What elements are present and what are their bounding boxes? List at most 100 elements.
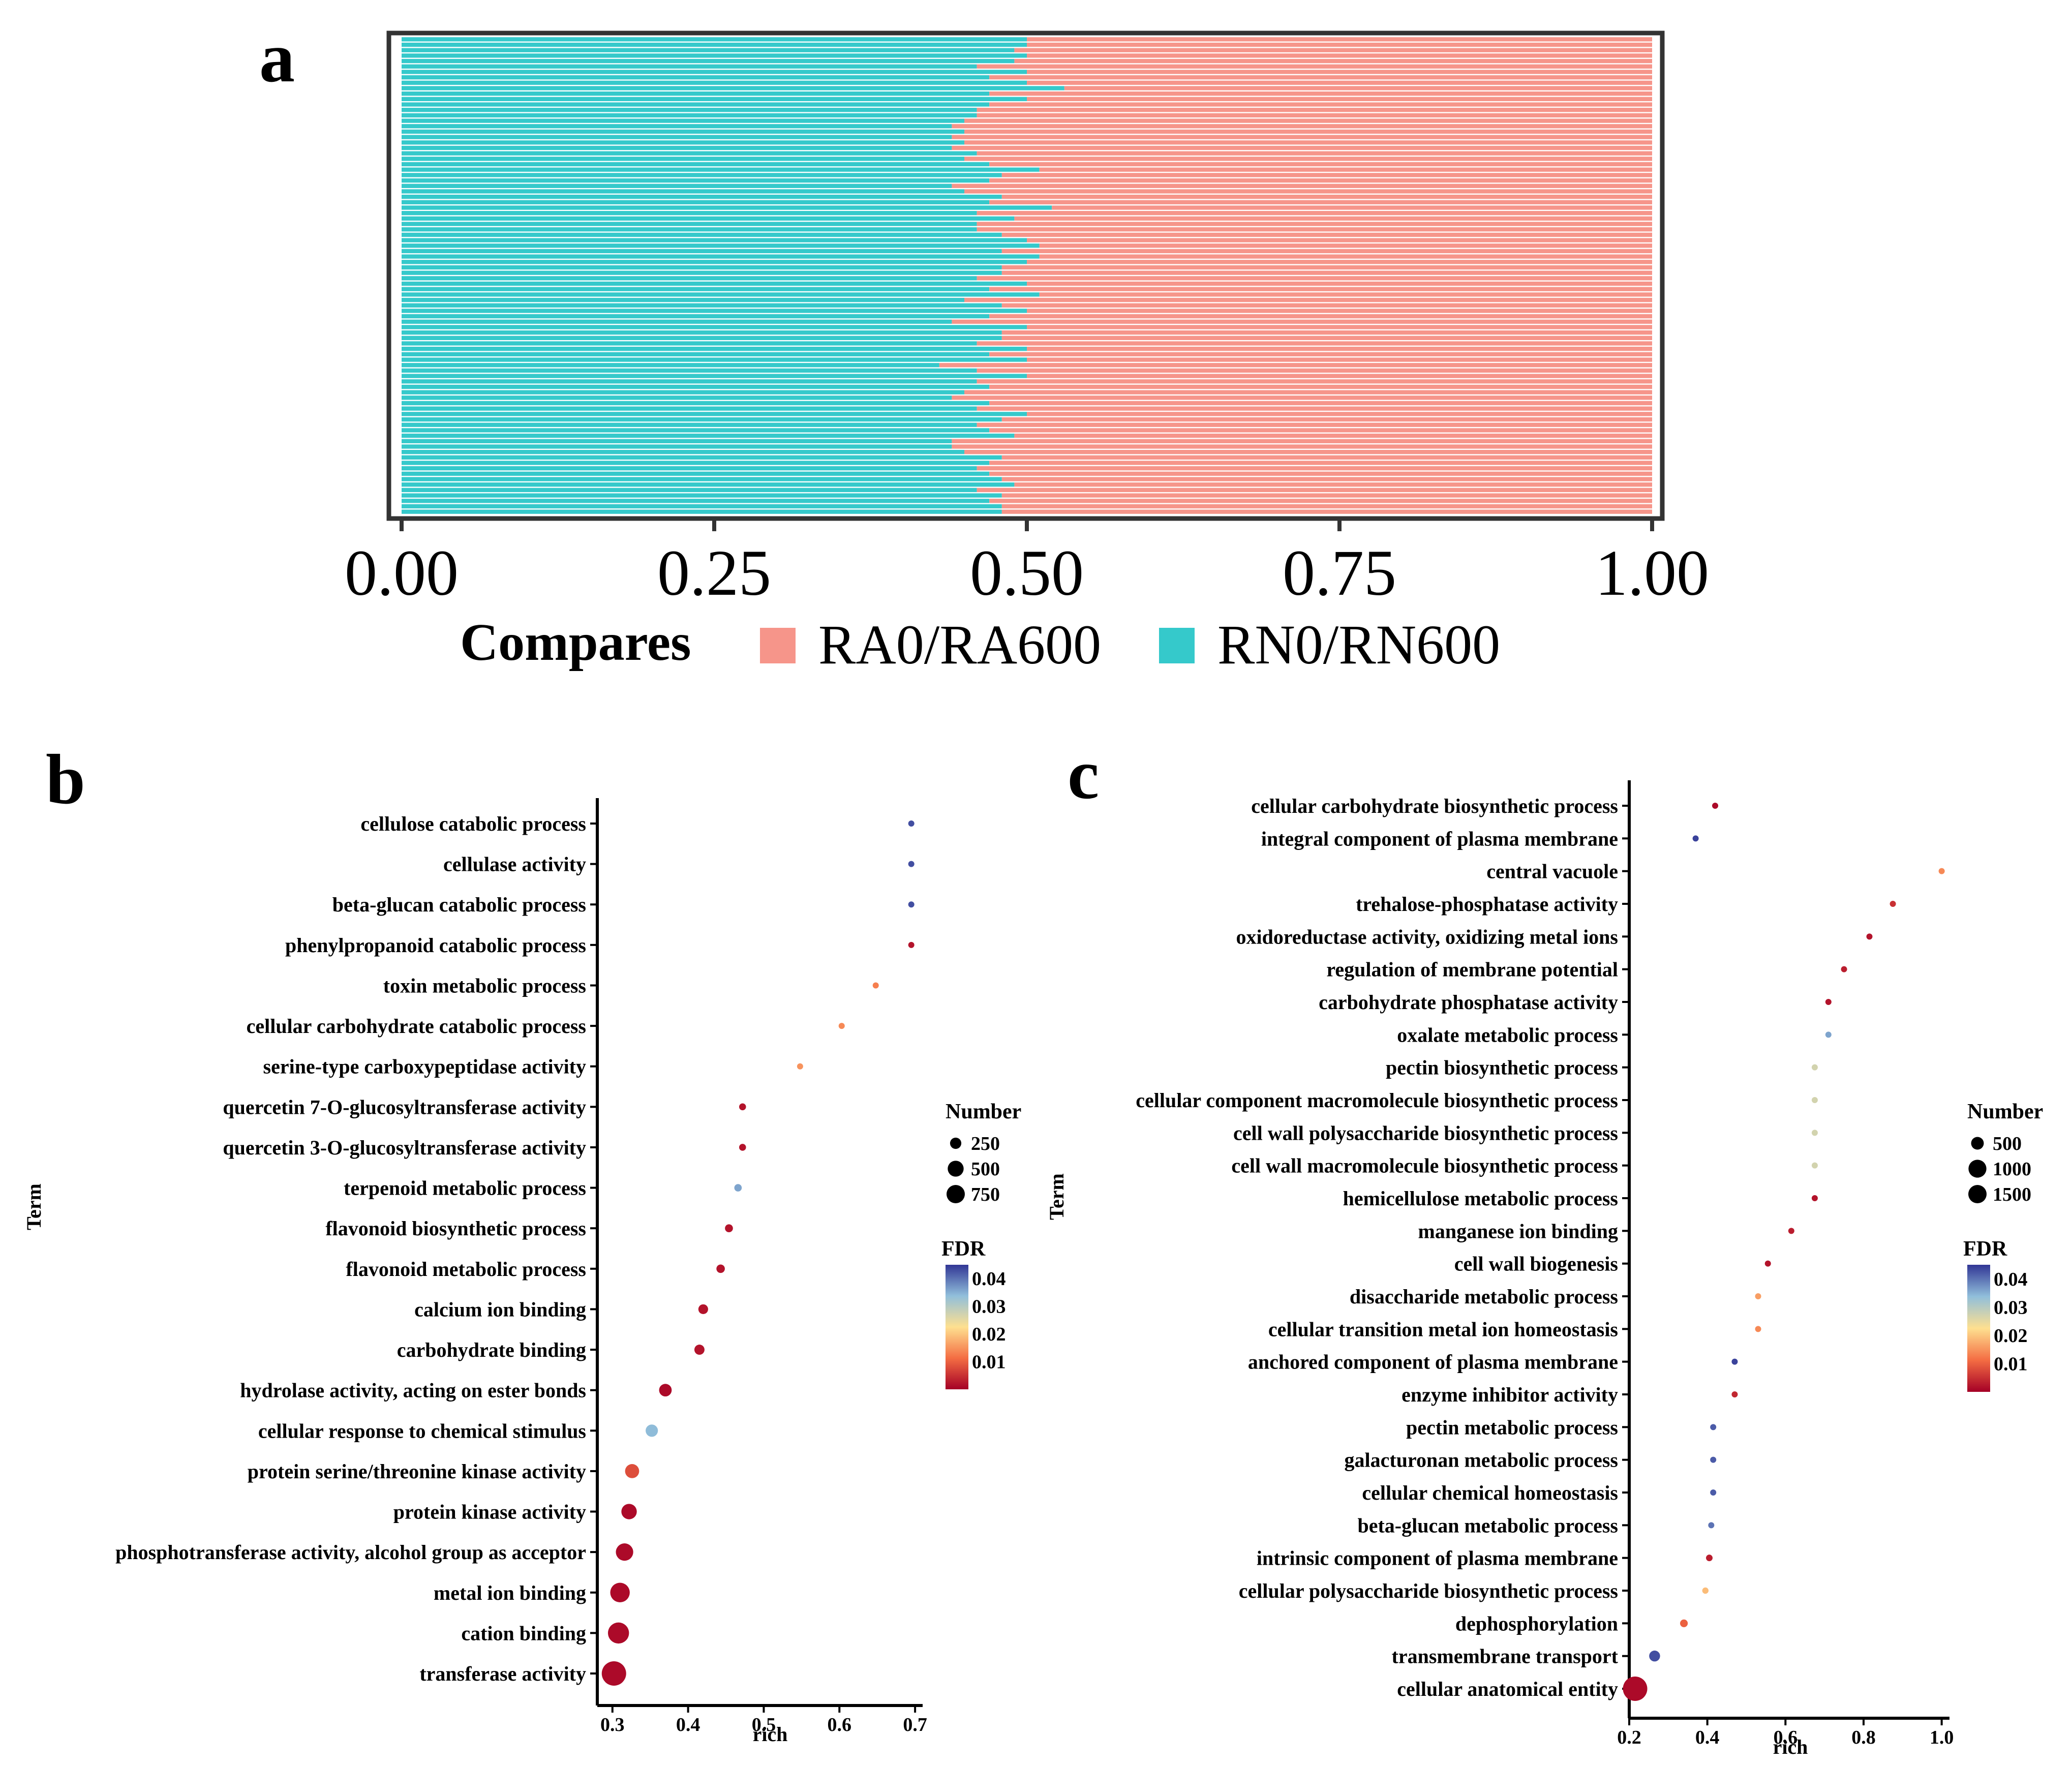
b-dot-18 — [616, 1543, 633, 1561]
c-term-label-22: beta-glucan metabolic process — [1357, 1514, 1618, 1537]
bar-rn-76 — [402, 449, 964, 454]
legend-swatch-ra — [760, 628, 796, 663]
c-dot-15 — [1755, 1293, 1761, 1299]
c-x-tick-label-1: 0.4 — [1695, 1727, 1720, 1748]
bar-ra-71 — [977, 422, 1652, 427]
bar-rn-31 — [402, 205, 1052, 210]
bar-ra-39 — [1001, 249, 1652, 254]
bar-rn-2 — [402, 48, 1015, 52]
b-x-tick-label-4: 0.7 — [903, 1714, 927, 1735]
bar-ra-36 — [1001, 232, 1652, 237]
c-term-label-19: pectin metabolic process — [1406, 1416, 1618, 1439]
bar-rn-84 — [402, 493, 1002, 498]
c-dot-26 — [1649, 1650, 1660, 1662]
b-term-label-14: hydrolase activity, acting on ester bond… — [240, 1379, 586, 1402]
c-dot-1 — [1692, 835, 1699, 842]
bar-rn-57 — [402, 347, 1027, 351]
b-legend-size-dot-2 — [947, 1185, 965, 1203]
bar-ra-17 — [964, 129, 1652, 134]
bar-ra-74 — [952, 439, 1652, 443]
b-dot-17 — [621, 1504, 637, 1519]
b-legend-size-label-0: 250 — [971, 1133, 1000, 1154]
bar-ra-30 — [989, 200, 1652, 204]
c-term-label-18: enzyme inhibitor activity — [1401, 1383, 1618, 1406]
panel-label-b: b — [46, 740, 85, 819]
b-legend-fdr-label-2: 0.02 — [972, 1324, 1006, 1345]
c-dot-22 — [1708, 1522, 1715, 1529]
c-term-label-4: oxidoreductase activity, oxidizing metal… — [1236, 925, 1618, 948]
bar-rn-8 — [402, 80, 1027, 85]
bar-ra-59 — [1027, 357, 1652, 362]
b-legend-size-label-2: 750 — [971, 1184, 1000, 1205]
legend-title-compares: Compares — [460, 613, 691, 672]
c-x-tick-label-3: 0.8 — [1851, 1727, 1876, 1748]
bar-ra-24 — [1039, 167, 1652, 172]
b-legend-size-dot-0 — [950, 1137, 962, 1149]
bar-rn-77 — [402, 455, 1002, 460]
bar-rn-29 — [402, 194, 1002, 199]
b-term-label-19: metal ion binding — [434, 1581, 586, 1604]
bar-rn-75 — [402, 444, 952, 449]
b-dot-8 — [739, 1144, 746, 1151]
c-term-label-26: transmembrane transport — [1392, 1645, 1619, 1668]
c-term-label-8: pectin biosynthetic process — [1386, 1056, 1618, 1079]
bar-rn-45 — [402, 281, 1027, 286]
c-legend-fdr-colorbar — [1967, 1265, 1990, 1392]
bar-rn-30 — [402, 200, 990, 204]
bar-ra-19 — [964, 140, 1652, 145]
c-dot-0 — [1712, 803, 1719, 809]
bar-ra-29 — [1001, 194, 1652, 199]
b-term-label-7: quercetin 7-O-glucosyltransferase activi… — [223, 1095, 586, 1118]
c-dot-13 — [1788, 1228, 1794, 1234]
bar-ra-7 — [989, 75, 1652, 80]
b-x-tick-label-3: 0.6 — [828, 1714, 852, 1735]
c-term-label-11: cell wall macromolecule biosynthetic pro… — [1231, 1154, 1618, 1177]
bar-ra-48 — [964, 297, 1652, 302]
c-legend-size-label-2: 1500 — [1993, 1184, 2031, 1205]
b-dot-16 — [625, 1464, 639, 1478]
b-term-label-15: cellular response to chemical stimulus — [258, 1419, 586, 1442]
c-legend-size-dot-1 — [1968, 1160, 1987, 1178]
c-term-label-1: integral component of plasma membrane — [1261, 827, 1618, 850]
b-term-label-3: phenylpropanoid catabolic process — [285, 934, 586, 957]
x-tick-label-a-0: 0.00 — [345, 537, 459, 609]
bar-ra-50 — [1027, 309, 1652, 313]
bar-ra-31 — [1052, 205, 1652, 210]
b-term-label-16: protein serine/threonine kinase activity — [248, 1460, 586, 1483]
bar-rn-81 — [402, 477, 1002, 481]
c-legend-size-dot-0 — [1971, 1137, 1984, 1150]
b-term-label-1: cellulase activity — [443, 853, 586, 876]
bar-rn-72 — [402, 428, 990, 433]
bar-rn-44 — [402, 276, 977, 281]
bar-rn-48 — [402, 297, 964, 302]
bar-ra-51 — [989, 314, 1652, 319]
b-dot-21 — [601, 1661, 626, 1686]
b-legend-fdr-colorbar — [946, 1265, 968, 1389]
c-term-label-16: cellular transition metal ion homeostasi… — [1268, 1318, 1618, 1341]
bar-rn-26 — [402, 178, 990, 183]
bar-ra-18 — [952, 135, 1652, 139]
x-tick-label-a-2: 0.50 — [970, 537, 1084, 609]
bar-rn-22 — [402, 157, 964, 161]
bar-rn-37 — [402, 238, 1027, 242]
bar-rn-14 — [402, 113, 977, 118]
bar-ra-72 — [989, 428, 1652, 433]
bar-ra-67 — [989, 401, 1652, 406]
panel-b-chart: cellulose catabolic process cellulase act… — [22, 798, 1021, 1746]
bar-ra-32 — [977, 210, 1652, 216]
c-term-label-3: trehalose-phosphatase activity — [1356, 893, 1618, 916]
bar-ra-49 — [1001, 303, 1652, 308]
bar-ra-10 — [989, 91, 1652, 96]
c-x-tick-label-2: 0.6 — [1774, 1727, 1798, 1748]
bar-ra-58 — [989, 352, 1652, 357]
bar-rn-16 — [402, 124, 952, 129]
bar-ra-11 — [1027, 97, 1652, 102]
c-dot-7 — [1825, 1031, 1832, 1038]
c-legend-size-label-1: 1000 — [1993, 1159, 2031, 1180]
c-term-label-2: central vacuole — [1486, 860, 1618, 883]
c-legend-fdr-title: FDR — [1963, 1237, 2007, 1261]
bar-ra-1 — [1027, 42, 1652, 47]
c-dot-23 — [1706, 1555, 1713, 1562]
panel-c-chart: cellular carbohydrate biosynthetic proce… — [1045, 780, 2043, 1758]
bar-ra-65 — [964, 390, 1652, 394]
